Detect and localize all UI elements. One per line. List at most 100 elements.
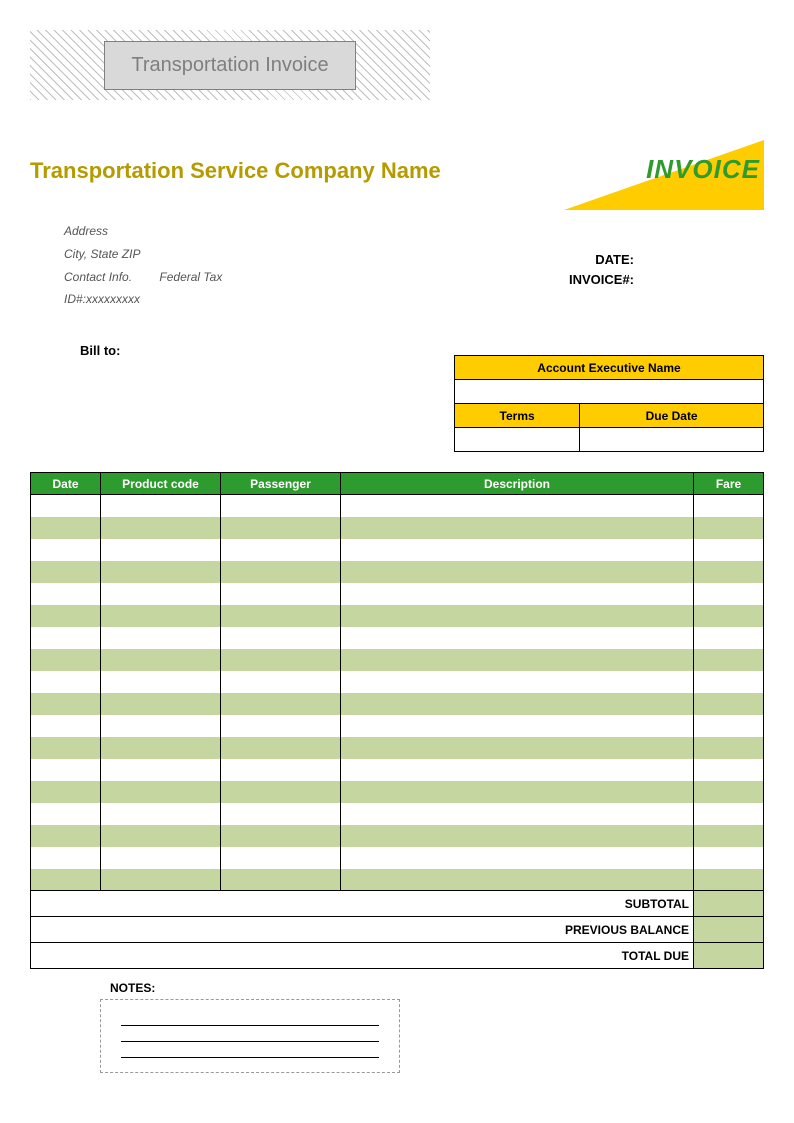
terms-header: Terms	[455, 404, 580, 428]
table-cell[interactable]	[221, 759, 341, 781]
table-cell[interactable]	[694, 561, 764, 583]
table-cell[interactable]	[694, 649, 764, 671]
table-cell[interactable]	[341, 605, 694, 627]
table-cell[interactable]	[341, 781, 694, 803]
table-cell[interactable]	[341, 715, 694, 737]
table-cell[interactable]	[101, 605, 221, 627]
table-cell[interactable]	[31, 803, 101, 825]
total-due-amount[interactable]	[694, 943, 764, 969]
table-cell[interactable]	[101, 781, 221, 803]
table-cell[interactable]	[221, 671, 341, 693]
table-cell[interactable]	[694, 671, 764, 693]
table-cell[interactable]	[341, 517, 694, 539]
table-cell[interactable]	[31, 649, 101, 671]
table-cell[interactable]	[101, 803, 221, 825]
table-cell[interactable]	[101, 627, 221, 649]
table-cell[interactable]	[221, 517, 341, 539]
table-cell[interactable]	[101, 671, 221, 693]
table-cell[interactable]	[31, 539, 101, 561]
account-exec-table: Account Executive Name Terms Due Date	[454, 355, 764, 452]
table-cell[interactable]	[694, 495, 764, 517]
table-cell[interactable]	[341, 693, 694, 715]
table-cell[interactable]	[694, 803, 764, 825]
table-cell[interactable]	[31, 671, 101, 693]
table-cell[interactable]	[221, 627, 341, 649]
table-cell[interactable]	[341, 583, 694, 605]
table-cell[interactable]	[101, 869, 221, 891]
table-cell[interactable]	[694, 605, 764, 627]
table-cell[interactable]	[694, 781, 764, 803]
table-cell[interactable]	[31, 583, 101, 605]
table-cell[interactable]	[101, 737, 221, 759]
table-cell[interactable]	[101, 649, 221, 671]
table-cell[interactable]	[31, 737, 101, 759]
table-cell[interactable]	[694, 759, 764, 781]
table-cell[interactable]	[221, 737, 341, 759]
table-cell[interactable]	[694, 869, 764, 891]
table-cell[interactable]	[101, 495, 221, 517]
table-cell[interactable]	[341, 759, 694, 781]
table-cell[interactable]	[101, 693, 221, 715]
table-cell[interactable]	[221, 847, 341, 869]
table-cell[interactable]	[31, 627, 101, 649]
table-cell[interactable]	[31, 715, 101, 737]
table-cell[interactable]	[101, 825, 221, 847]
table-cell[interactable]	[221, 715, 341, 737]
table-cell[interactable]	[694, 847, 764, 869]
table-cell[interactable]	[694, 517, 764, 539]
table-cell[interactable]	[221, 781, 341, 803]
table-cell[interactable]	[694, 583, 764, 605]
table-cell[interactable]	[341, 847, 694, 869]
table-cell[interactable]	[101, 539, 221, 561]
note-line	[121, 1042, 379, 1058]
table-cell[interactable]	[101, 847, 221, 869]
table-cell[interactable]	[221, 825, 341, 847]
table-cell[interactable]	[341, 627, 694, 649]
table-cell[interactable]	[221, 803, 341, 825]
table-cell[interactable]	[341, 737, 694, 759]
previous-balance-amount[interactable]	[694, 917, 764, 943]
table-cell[interactable]	[101, 759, 221, 781]
subtotal-amount[interactable]	[694, 891, 764, 917]
table-cell[interactable]	[341, 803, 694, 825]
table-cell[interactable]	[341, 671, 694, 693]
table-cell[interactable]	[341, 649, 694, 671]
table-cell[interactable]	[221, 693, 341, 715]
table-cell[interactable]	[341, 825, 694, 847]
table-cell[interactable]	[221, 649, 341, 671]
table-cell[interactable]	[31, 759, 101, 781]
table-cell[interactable]	[101, 715, 221, 737]
table-cell[interactable]	[221, 539, 341, 561]
table-cell[interactable]	[694, 693, 764, 715]
table-cell[interactable]	[694, 715, 764, 737]
table-cell[interactable]	[341, 539, 694, 561]
table-cell[interactable]	[221, 495, 341, 517]
table-cell[interactable]	[31, 495, 101, 517]
table-cell[interactable]	[31, 869, 101, 891]
table-cell[interactable]	[31, 561, 101, 583]
table-cell[interactable]	[101, 561, 221, 583]
table-cell[interactable]	[31, 517, 101, 539]
table-cell[interactable]	[694, 539, 764, 561]
table-cell[interactable]	[341, 869, 694, 891]
table-cell[interactable]	[221, 605, 341, 627]
due-date-cell[interactable]	[580, 428, 764, 452]
terms-cell[interactable]	[455, 428, 580, 452]
table-cell[interactable]	[221, 869, 341, 891]
table-cell[interactable]	[31, 693, 101, 715]
table-cell[interactable]	[31, 605, 101, 627]
table-cell[interactable]	[694, 825, 764, 847]
table-cell[interactable]	[694, 627, 764, 649]
table-cell[interactable]	[341, 495, 694, 517]
table-cell[interactable]	[31, 781, 101, 803]
table-cell[interactable]	[694, 737, 764, 759]
table-cell[interactable]	[221, 583, 341, 605]
table-cell[interactable]	[221, 561, 341, 583]
table-cell[interactable]	[101, 583, 221, 605]
table-cell[interactable]	[31, 825, 101, 847]
exec-name-cell[interactable]	[455, 380, 764, 404]
notes-box[interactable]	[100, 999, 400, 1073]
table-cell[interactable]	[31, 847, 101, 869]
table-cell[interactable]	[101, 517, 221, 539]
table-cell[interactable]	[341, 561, 694, 583]
